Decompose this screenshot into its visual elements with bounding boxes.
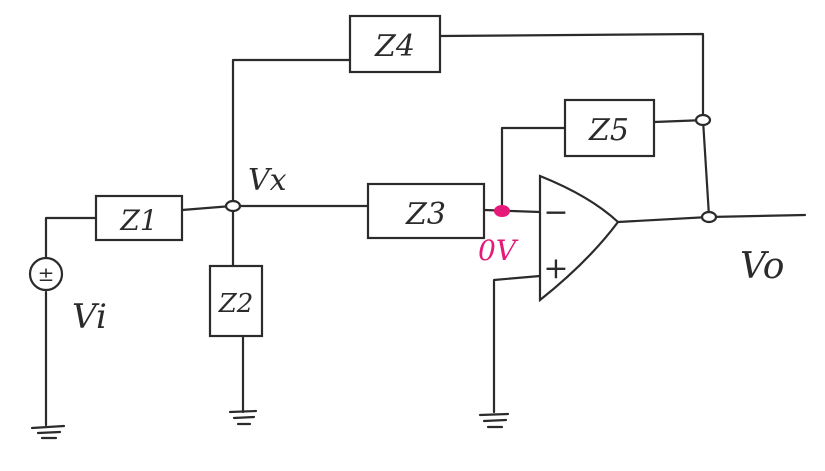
component-z4: Z4 — [348, 14, 442, 74]
component-z5: Z5 — [563, 98, 656, 158]
source-label: Vi — [72, 297, 107, 337]
component-z3: Z3 — [366, 182, 486, 240]
z5-label: Z5 — [588, 113, 629, 148]
output-label: Vo — [740, 246, 784, 287]
node-inverting — [494, 205, 510, 217]
node-output — [700, 210, 718, 224]
opamp-minus: − — [543, 195, 568, 230]
z1-label: Z1 — [119, 204, 157, 237]
component-z1: Z1 — [94, 194, 184, 242]
wire-z3-inv — [482, 208, 542, 214]
z4-label: Z4 — [374, 29, 415, 64]
component-z2: Z2 — [208, 264, 264, 338]
z1-box — [94, 194, 184, 242]
voltage-source: ± — [28, 256, 64, 292]
ground-opamp — [478, 412, 510, 429]
z2-box — [208, 264, 264, 338]
ground-z2 — [228, 409, 258, 426]
z4-box — [348, 14, 442, 74]
z3-box — [366, 182, 486, 240]
opamp-plus: + — [543, 251, 568, 286]
wire-inv-z5 — [500, 126, 567, 212]
z5-box — [563, 98, 656, 158]
node-vx — [224, 199, 242, 213]
node-inverting-label: 0V — [478, 234, 519, 267]
ground-source — [30, 424, 66, 440]
opamp: − + — [538, 174, 620, 303]
source-symbol: ± — [38, 262, 55, 286]
wires — [44, 32, 807, 427]
wire-z1-vx — [180, 204, 234, 212]
wire-plus-ground — [492, 274, 542, 414]
source-circle — [28, 256, 64, 292]
node-z5-output — [694, 113, 712, 127]
z3-label: Z3 — [405, 197, 446, 232]
node-vx-label: Vx — [248, 163, 287, 198]
wire-source-top — [44, 216, 98, 260]
wire-z4-out — [438, 32, 711, 218]
z2-label: Z2 — [218, 289, 254, 319]
wire-vx-up — [231, 58, 352, 208]
opamp-triangle — [538, 174, 620, 303]
